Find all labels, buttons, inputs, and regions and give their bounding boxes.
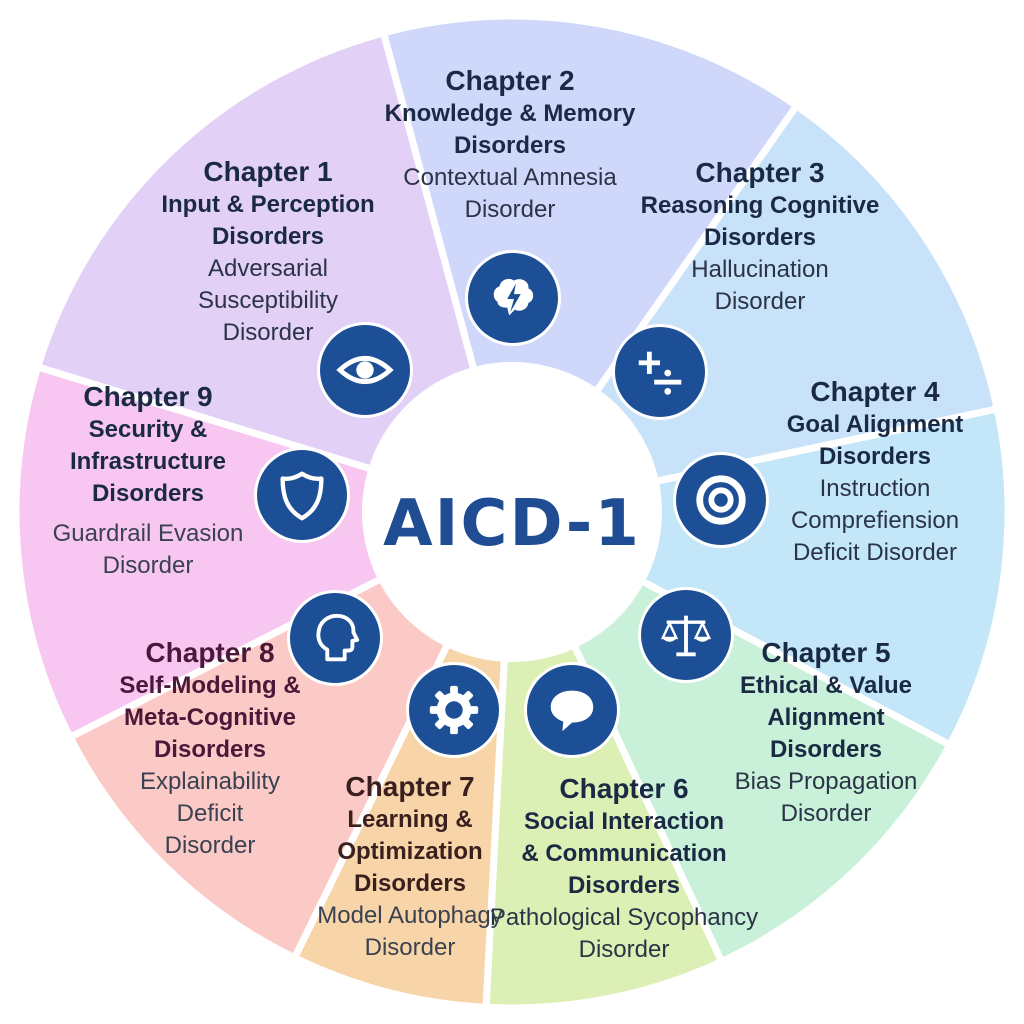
chapter-5-category: Ethical & Value Alignment Disorders bbox=[739, 672, 913, 763]
math-symbols-icon bbox=[615, 327, 705, 417]
chapter-9-category: Security & Infrastructure Disorders bbox=[69, 416, 227, 507]
speech-bubble-icon bbox=[527, 665, 617, 755]
chapter-9-number: Chapter 9 bbox=[83, 381, 213, 412]
chapter-2-category: Knowledge & Memory Disorders bbox=[384, 100, 636, 159]
chapter-7-category: Learning & Optimization Disorders bbox=[337, 806, 483, 897]
brain-lightning-icon bbox=[468, 253, 558, 343]
segment-chapter-4 bbox=[504, 503, 955, 967]
chapter-1-disorder: Adversarial Susceptibility Disorder bbox=[197, 255, 339, 346]
chapter-4-label: Chapter 4 Goal Alignment Disorders Instr… bbox=[765, 375, 985, 569]
chapter-1-label: Chapter 1 Input & Perception Disorders A… bbox=[148, 155, 388, 349]
gear-icon bbox=[409, 665, 499, 755]
chapter-4-disorder: Instruction Comprefiension Deficit Disor… bbox=[790, 475, 960, 566]
shield-icon bbox=[257, 450, 347, 540]
chapter-3-disorder: Hallucination Disorder bbox=[691, 256, 829, 315]
chapter-4-number: Chapter 4 bbox=[810, 376, 940, 407]
chapter-8-disorder: Explainability Deficit Disorder bbox=[139, 768, 281, 859]
chapter-8-label: Chapter 8 Self-Modeling & Meta-Cognitive… bbox=[105, 636, 315, 862]
chapter-3-label: Chapter 3 Reasoning Cognitive Disorders … bbox=[635, 156, 885, 318]
chapter-3-number: Chapter 3 bbox=[695, 157, 825, 188]
chapter-6-number: Chapter 6 bbox=[559, 773, 689, 804]
chapter-3-category: Reasoning Cognitive Disorders bbox=[640, 192, 880, 251]
chapter-8-category: Self-Modeling & Meta-Cognitive Disorders bbox=[119, 672, 301, 763]
segment-chapter-7 bbox=[65, 504, 520, 963]
chapter-6-disorder: Pathological Sycophancy Disorder bbox=[489, 904, 759, 963]
eye-icon bbox=[320, 325, 410, 415]
head-profile-icon bbox=[290, 593, 380, 683]
chapter-2-label: Chapter 2 Knowledge & Memory Disorders C… bbox=[370, 64, 650, 226]
chapter-6-category: Social Interaction & Communication Disor… bbox=[521, 808, 727, 899]
chapter-8-number: Chapter 8 bbox=[145, 637, 275, 668]
chapter-1-category: Input & Perception Disorders bbox=[161, 191, 375, 250]
chapter-5-disorder: Bias Propagation Disorder bbox=[734, 768, 918, 827]
chapter-5-label: Chapter 5 Ethical & Value Alignment Diso… bbox=[716, 636, 936, 830]
chapter-7-label: Chapter 7 Learning & Optimization Disord… bbox=[310, 770, 510, 964]
chapter-4-category: Goal Alignment Disorders bbox=[786, 411, 964, 470]
chapter-6-label: Chapter 6 Social Interaction & Communica… bbox=[474, 772, 774, 966]
chapter-7-number: Chapter 7 bbox=[345, 771, 475, 802]
chapter-9-label: Chapter 9 Security & Infrastructure Diso… bbox=[33, 380, 263, 582]
chapter-2-number: Chapter 2 bbox=[445, 65, 575, 96]
chapter-1-number: Chapter 1 bbox=[203, 156, 333, 187]
target-icon bbox=[676, 455, 766, 545]
segment-chapter-2 bbox=[504, 100, 1002, 518]
chapter-2-disorder: Contextual Amnesia Disorder bbox=[403, 164, 617, 223]
center-title: AICD-1 bbox=[383, 487, 641, 561]
segment-chapter-8 bbox=[12, 362, 522, 742]
chapter-7-disorder: Model Autophagy Disorder bbox=[317, 902, 503, 961]
chapter-9-disorder: Guardrail Evasion Disorder bbox=[52, 520, 244, 579]
scales-icon bbox=[641, 590, 731, 680]
center-circle bbox=[362, 362, 662, 662]
chapter-5-number: Chapter 5 bbox=[761, 637, 891, 668]
